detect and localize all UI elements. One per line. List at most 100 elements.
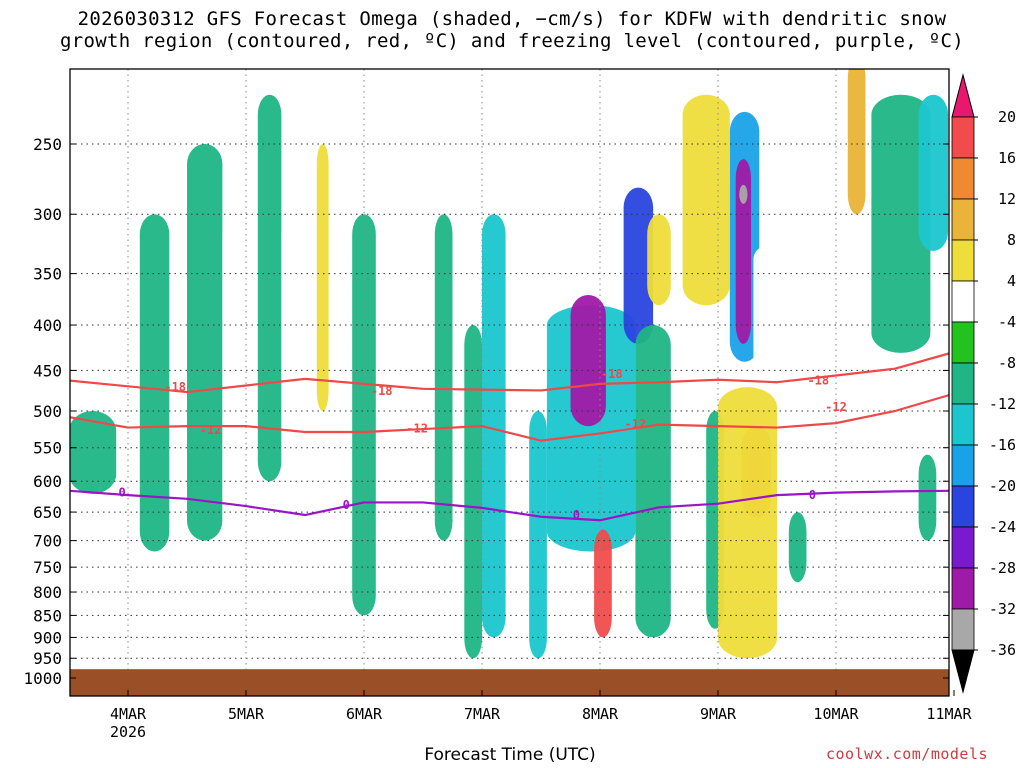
omega-cell-29 (647, 214, 671, 306)
omega-shading (70, 69, 949, 659)
colorbar-swatch-2 (951, 198, 975, 241)
colorbar-label-8: -16 (989, 436, 1016, 454)
ytick-label-5: 500 (33, 402, 62, 421)
colorbar-swatch-1 (951, 157, 975, 200)
contour-label-5: -12 (406, 421, 428, 435)
colorbar-top-arrow (951, 73, 975, 118)
omega-cell-13 (918, 94, 949, 251)
xtick-label-7: 11MAR (926, 705, 972, 723)
colorbar-label-9: -20 (989, 477, 1016, 495)
colorbar-label-4: 4 (1007, 272, 1016, 290)
omega-cell-6 (594, 529, 612, 638)
colorbar-label-6: -8 (998, 354, 1016, 372)
contour-line-2 (70, 489, 949, 522)
xtick-label-6: 10MAR (813, 705, 859, 723)
contour-label-2: -18 (601, 367, 623, 381)
grid-lines (70, 69, 949, 696)
xtick-year: 2026 (110, 723, 146, 741)
xtick-label-3: 7MAR (464, 705, 501, 723)
xtick-label-4: 8MAR (582, 705, 619, 723)
omega-cell-22 (387, 144, 406, 513)
ytick-label-13: 900 (33, 628, 62, 647)
ytick-label-6: 550 (33, 439, 62, 458)
colorbar-label-10: -24 (989, 518, 1016, 536)
colorbar-swatch-11 (951, 567, 975, 610)
plot-frame (69, 68, 950, 697)
colorbar-label-7: -12 (989, 395, 1016, 413)
chart-subtitle: growth region (contoured, red, ºC) and f… (60, 30, 964, 52)
colorbar-label-3: 8 (1007, 231, 1016, 249)
ytick-label-7: 600 (33, 472, 62, 491)
omega-cell-10 (682, 94, 730, 306)
contour-label-8: 0 (118, 486, 125, 500)
omega-cell-21 (352, 214, 376, 616)
credit-link[interactable]: coolwx.com/models (826, 745, 989, 763)
contour-label-10: 0 (573, 508, 580, 522)
omega-cell-24 (464, 325, 482, 659)
contour-label-7: -12 (825, 400, 847, 414)
omega-cell-31 (718, 387, 777, 659)
omega-cell-23 (434, 214, 453, 541)
colorbar-bottom-arrow (951, 649, 975, 694)
colorbar-swatch-7 (951, 403, 975, 446)
omega-cell-12 (871, 94, 931, 353)
ytick-label-14: 950 (33, 649, 62, 668)
colorbar-swatch-12 (951, 608, 975, 651)
colorbar-swatch-8 (951, 444, 975, 487)
contour-line-1 (70, 393, 949, 442)
omega-cell-11 (753, 239, 825, 379)
colorbar-swatch-9 (951, 485, 975, 528)
ytick-label-10: 750 (33, 558, 62, 577)
ytick-label-2: 350 (33, 265, 62, 284)
colorbar-swatch-0 (951, 116, 975, 159)
colorbar: 20 16 12 8 4 -4 -8 -12 -16 -20 -24 -28 -32 -36 (951, 73, 1016, 694)
omega-cell-25 (482, 214, 506, 638)
ytick-label-3: 400 (33, 316, 62, 335)
contour-label-4: -12 (200, 423, 222, 437)
ground-fill (70, 669, 949, 696)
colorbar-swatch-4 (951, 280, 975, 323)
omega-cell-14 (70, 411, 117, 494)
colorbar-swatch-10 (951, 526, 975, 569)
ytick-label-12: 850 (33, 606, 62, 625)
colorbar-label-0: 20 (998, 108, 1016, 126)
omega-cell-2 (623, 187, 654, 344)
xtick-label-2: 6MAR (346, 705, 383, 723)
omega-cell-0 (546, 305, 636, 552)
colorbar-label-2: 12 (998, 190, 1016, 208)
chart-title: 2026030312 GFS Forecast Omega (shaded, −… (77, 8, 947, 30)
ytick-label-15: 1000 (23, 669, 62, 688)
colorbar-label-5: -4 (998, 313, 1016, 331)
omega-cell-16 (187, 144, 223, 541)
contour-label-3: -18 (807, 374, 829, 388)
colorbar-swatch-5 (951, 321, 975, 364)
omega-cell-5 (739, 184, 748, 204)
colorbar-label-1: 16 (998, 149, 1016, 167)
ytick-label-1: 300 (33, 205, 62, 224)
colorbar-label-13: -36 (989, 641, 1016, 659)
omega-cell-4 (735, 159, 752, 344)
ytick-label-9: 700 (33, 532, 62, 551)
y-axis: 250 300 350 400 450 500 550 600 650 700 750 800 850 9… (23, 135, 949, 688)
contour-label-0: -18 (164, 380, 186, 394)
omega-cell-32 (788, 512, 807, 583)
colorbar-swatch-3 (951, 239, 975, 282)
colorbar-label-12: -32 (989, 600, 1016, 618)
omega-cell-18 (257, 94, 282, 482)
ground-layer (70, 669, 949, 696)
contour-label-1: -18 (371, 384, 393, 398)
omega-cell-20 (316, 144, 329, 411)
ytick-label-4: 450 (33, 361, 62, 380)
colorbar-swatch-6 (951, 362, 975, 405)
contour-line-0 (70, 352, 949, 394)
ytick-label-8: 650 (33, 503, 62, 522)
omega-cell-9 (847, 69, 866, 215)
contour-label-11: 0 (809, 488, 816, 502)
ytick-label-11: 800 (33, 583, 62, 602)
omega-cell-34 (918, 454, 937, 541)
colorbar-label-11: -28 (989, 559, 1016, 577)
xtick-label-5: 9MAR (700, 705, 737, 723)
xtick-label-1: 5MAR (228, 705, 265, 723)
contour-lines: -18 -18 -18 -18 -12 -12 -12 -12 0 0 0 0 (70, 352, 949, 522)
